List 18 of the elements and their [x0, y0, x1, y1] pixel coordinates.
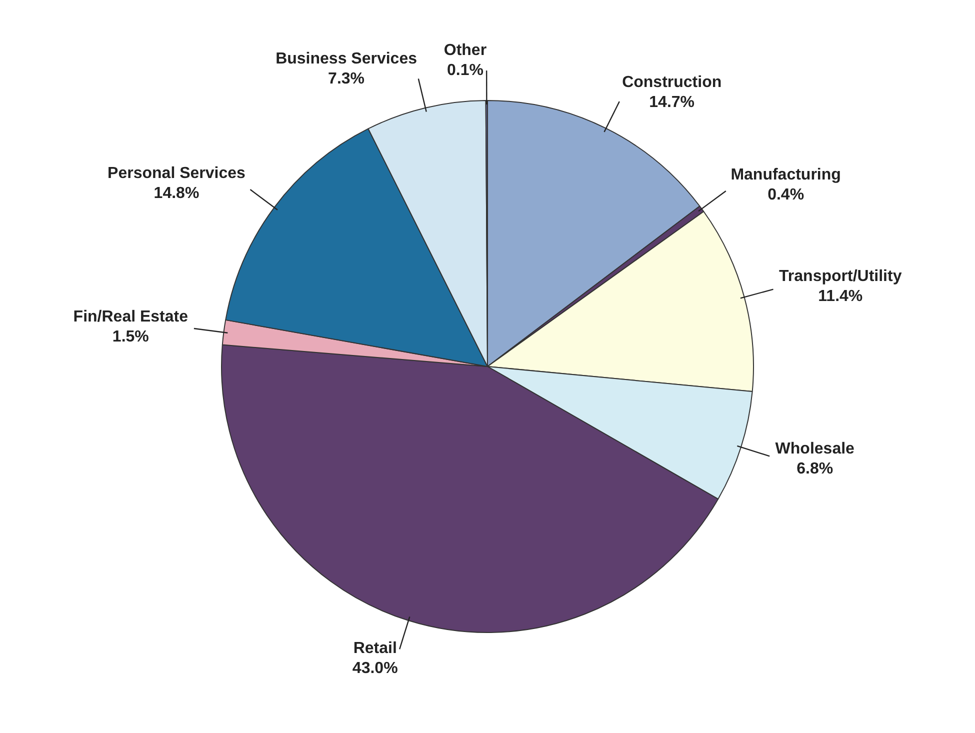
slice-label: Other	[444, 42, 487, 59]
slice-label: Business Services	[276, 50, 418, 68]
data-label: 11.4%	[818, 288, 863, 306]
slice-label: Manufacturing	[730, 166, 841, 184]
slice-label: Personal Services	[108, 164, 246, 182]
slice-label: Fin/Real Estate	[73, 308, 188, 326]
data-label: 7.3%	[328, 70, 365, 88]
data-label: 43.0%	[352, 660, 398, 678]
data-label: 0.1%	[446, 62, 484, 79]
data-label: 14.7%	[649, 94, 695, 111]
slice-label: Transport/Utility	[779, 268, 902, 286]
slice-label: Construction	[622, 74, 722, 91]
data-label: 0.4%	[768, 186, 804, 204]
data-label: 1.5%	[112, 328, 149, 346]
slice-label: Retail	[353, 640, 397, 658]
data-label: 14.8%	[154, 184, 200, 202]
data-label: 6.8%	[796, 460, 834, 478]
slice-label: Wholesale	[775, 440, 855, 458]
